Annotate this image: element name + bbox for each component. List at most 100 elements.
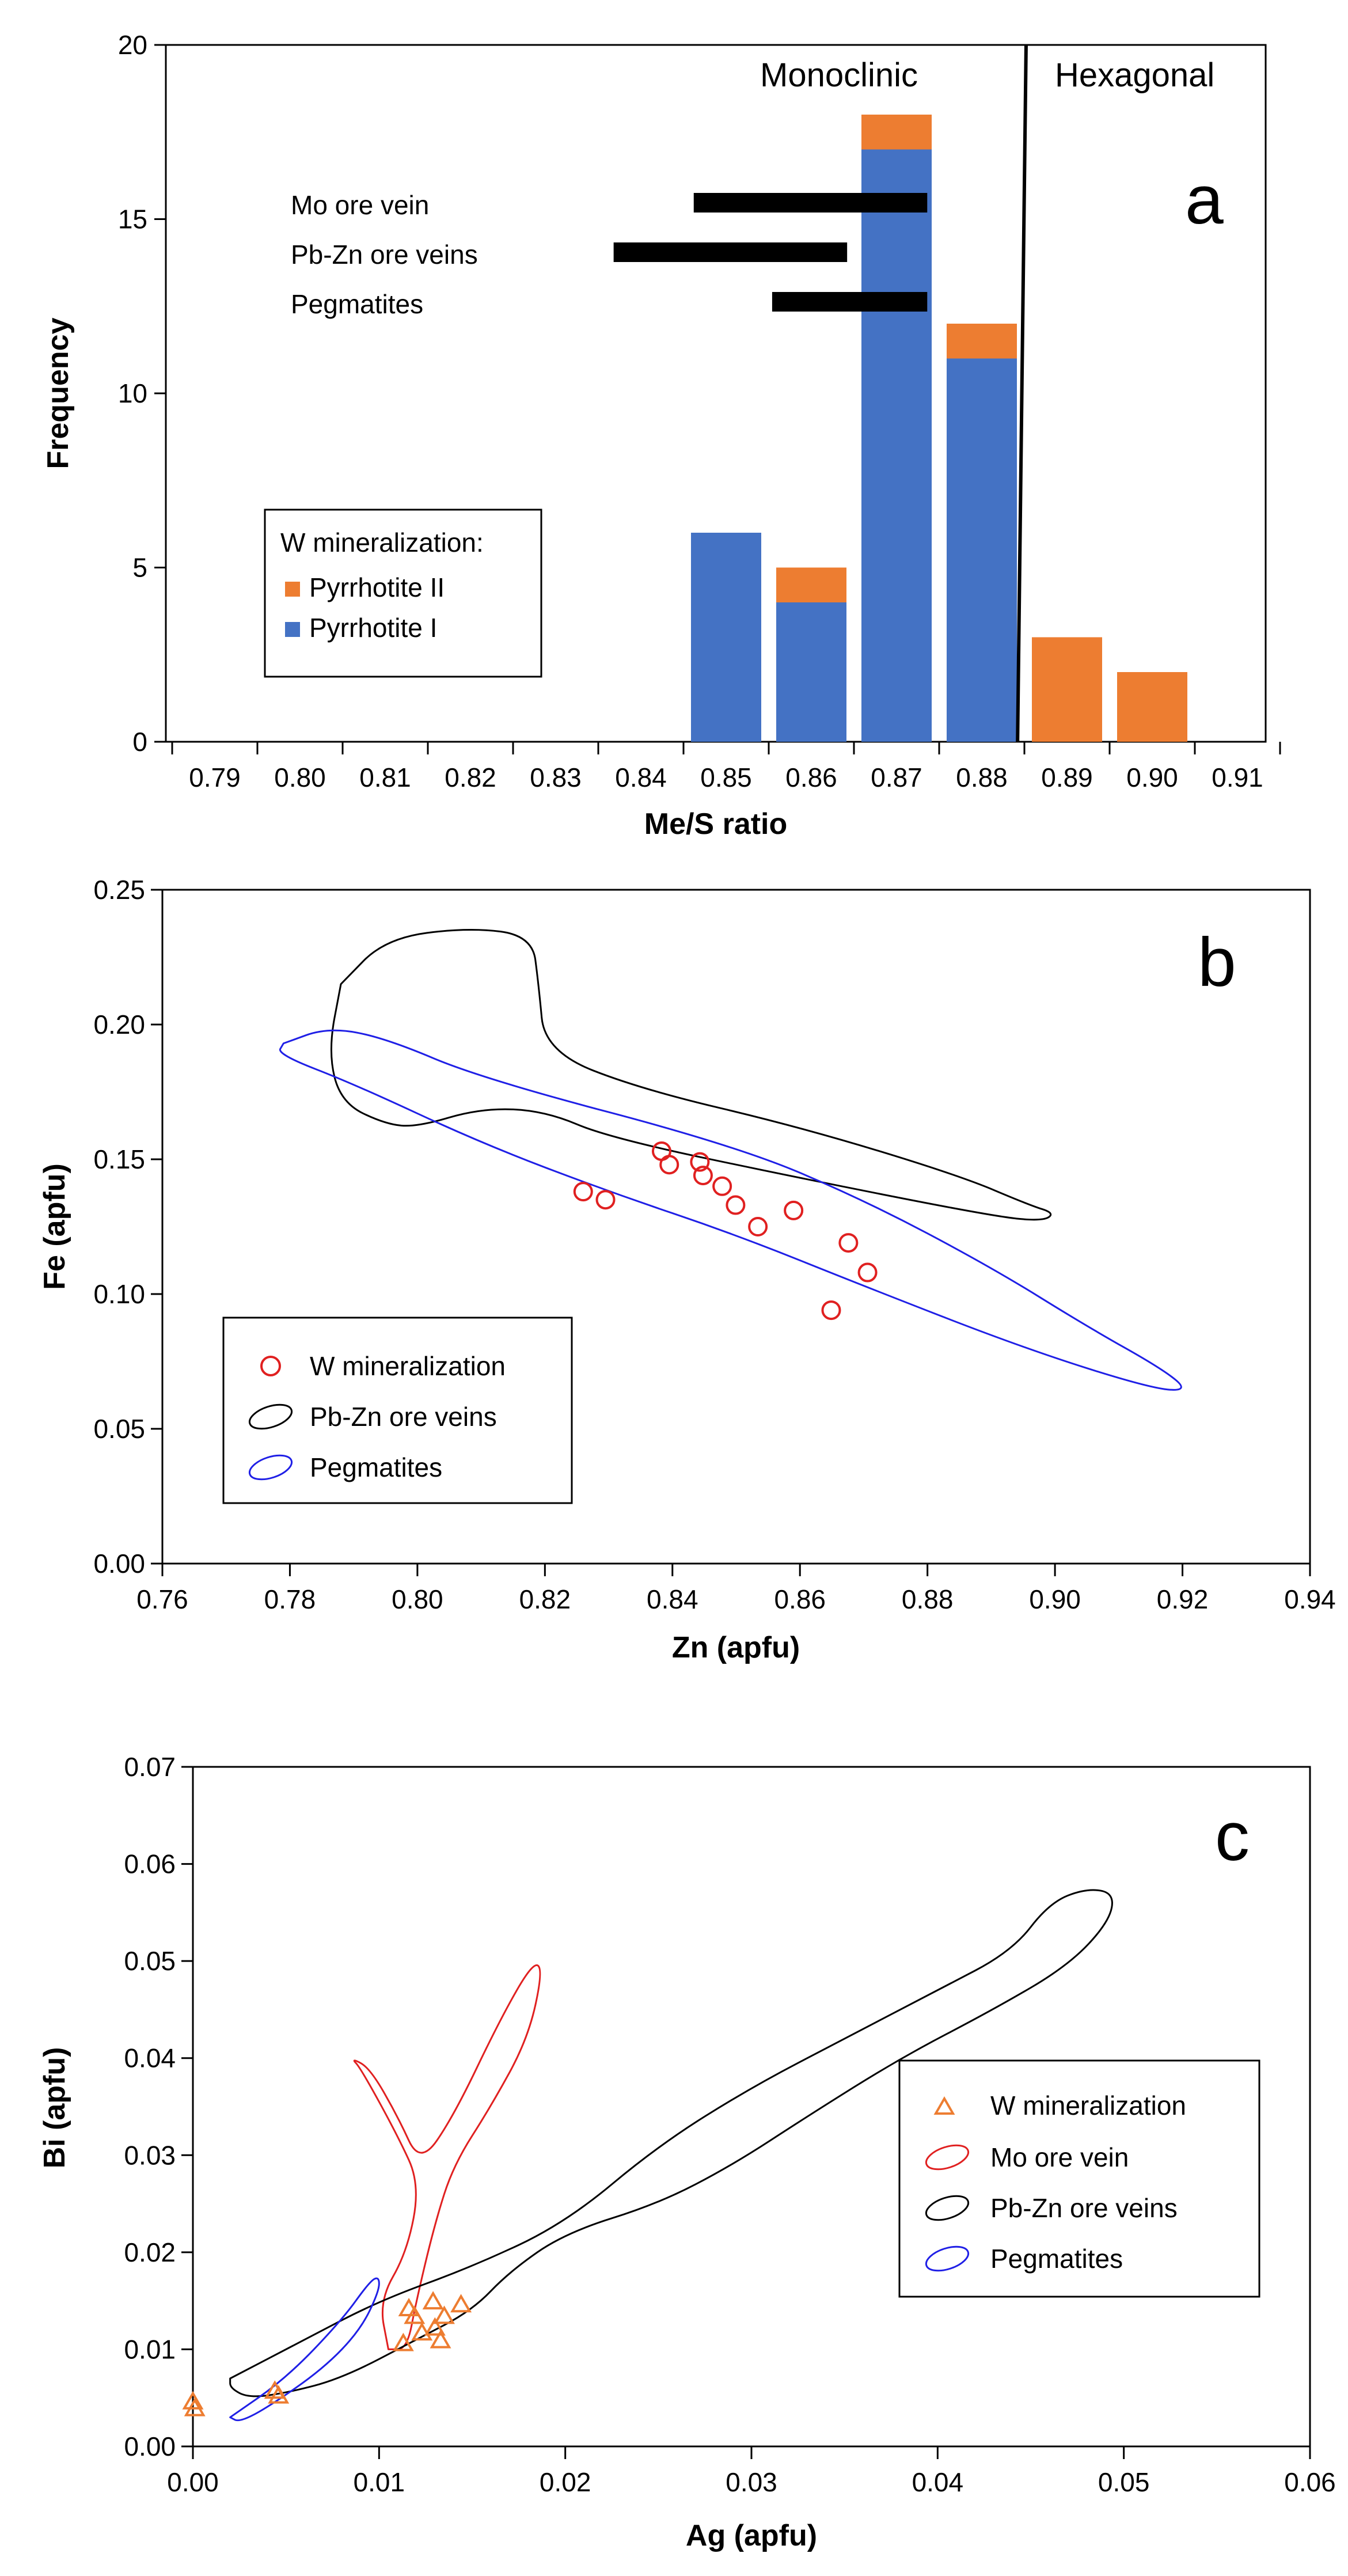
w-mineralization-point — [404, 2305, 426, 2324]
range-bar-mo-ore-vein — [693, 193, 928, 213]
panel-a-legend-box — [264, 509, 542, 678]
panel-b-scatter: 0.76 0.78 0.80 0.82 0.84 0.86 0.88 0.90 0.92 0.94… — [38, 875, 1336, 1664]
panel-a-y-axis-title: Frequency — [41, 317, 75, 469]
c-y-tick-label: 0.06 — [124, 1849, 176, 1879]
panel-a-x-tick-label: 0.83 — [530, 762, 582, 792]
b-envelope-pegmatites — [279, 1029, 1182, 1391]
b-y-tick-label: 0.20 — [93, 1010, 145, 1039]
panel-a-y-tick-label: 15 — [118, 204, 147, 234]
w-mineralization-point — [424, 2317, 446, 2336]
w-mineralization-point — [268, 2385, 290, 2404]
panel-c-points — [182, 2291, 472, 2416]
w-mineralization-point — [411, 2322, 433, 2341]
bar-pyrrhotite-i-0.88 — [947, 358, 1017, 742]
legend-b-label-w: W mineralization — [310, 1351, 506, 1381]
b-y-tick-label: 0.00 — [93, 1549, 145, 1579]
range-label-pegmatites: Pegmatites — [291, 289, 423, 319]
b-x-tick-label: 0.92 — [1157, 1584, 1209, 1614]
bar-pyrrhotite-ii-0.88 — [947, 324, 1017, 359]
panel-b-y-axis-title: Fe (apfu) — [38, 1163, 71, 1290]
w-mineralization-point — [857, 1262, 878, 1283]
legend-marker-pbzn-c — [925, 2195, 970, 2221]
panel-a-letter: a — [1185, 161, 1224, 238]
panel-c-legend: W mineralization Mo ore vein Pb-Zn ore v… — [898, 2059, 1260, 2298]
w-mineralization-point — [690, 1152, 710, 1172]
panel-a-legend: W mineralization: Pyrrhotite II Pyrrhoti… — [264, 509, 542, 678]
panel-b-x-ticks: 0.76 0.78 0.80 0.82 0.84 0.86 0.88 0.90 0.92 0.94 — [136, 1564, 1336, 1614]
panel-a-x-axis-title: Me/S ratio — [644, 807, 788, 841]
w-mineralization-point — [434, 2305, 455, 2324]
w-mineralization-point — [838, 1233, 859, 1253]
panel-b-points — [573, 1141, 878, 1321]
bar-pyrrhotite-i-0.87 — [861, 149, 932, 742]
w-mineralization-point — [422, 2291, 444, 2310]
bar-pyrrhotite-ii-0.86 — [776, 567, 846, 602]
c-y-tick-label: 0.03 — [124, 2140, 176, 2170]
legend-a-title: W mineralization: — [280, 528, 484, 557]
panel-a-x-tick-label: 0.89 — [1041, 762, 1093, 792]
b-x-tick-label: 0.76 — [136, 1584, 188, 1614]
panel-b-x-axis-title: Zn (apfu) — [672, 1631, 800, 1664]
c-x-tick-label: 0.01 — [354, 2467, 405, 2497]
c-x-tick-label: 0.05 — [1098, 2467, 1150, 2497]
b-x-tick-label: 0.78 — [264, 1584, 316, 1614]
w-mineralization-point — [430, 2330, 451, 2349]
legend-marker-pbzn — [248, 1403, 293, 1430]
hexagonal-label: Hexagonal — [1055, 56, 1214, 94]
w-mineralization-point — [595, 1190, 616, 1210]
range-label-pbzn: Pb-Zn ore veins — [291, 240, 478, 270]
bar-pyrrhotite-i-0.86 — [776, 602, 846, 742]
w-mineralization-point — [693, 1166, 713, 1186]
panel-c-scatter: 0.00 0.01 0.02 0.03 0.04 0.05 0.06 0.000.010.0… — [38, 1752, 1336, 2552]
legend-marker-pegmatites — [248, 1454, 293, 1481]
w-mineralization-point — [712, 1176, 732, 1196]
w-mineralization-point — [182, 2391, 204, 2410]
bar-pyrrhotite-ii-0.89 — [1032, 637, 1102, 742]
c-y-tick-label: 0.01 — [124, 2334, 176, 2364]
panel-a-y-tick-label: 10 — [118, 378, 147, 408]
panel-a-range-bars — [613, 193, 928, 312]
panel-a-x-tick-label: 0.86 — [785, 762, 837, 792]
panel-c-letter: c — [1215, 1798, 1250, 1875]
c-x-tick-label: 0.06 — [1284, 2467, 1336, 2497]
panel-a-x-tick-label: 0.84 — [615, 762, 667, 792]
legend-marker-mo — [925, 2144, 970, 2171]
c-x-tick-label: 0.04 — [912, 2467, 964, 2497]
legend-marker-w-triangle — [933, 2096, 955, 2115]
panel-a-x-tick-label: 0.87 — [871, 762, 922, 792]
c-x-tick-label: 0.00 — [167, 2467, 219, 2497]
c-y-tick-label: 0.07 — [124, 1752, 176, 1782]
b-x-tick-label: 0.90 — [1029, 1584, 1081, 1614]
panel-a-y-tick-label: 0 — [132, 727, 147, 757]
w-mineralization-point — [450, 2294, 472, 2313]
bar-pyrrhotite-i-0.85 — [691, 533, 761, 742]
b-y-tick-label: 0.25 — [93, 875, 145, 905]
w-mineralization-point — [573, 1182, 593, 1202]
b-envelope-pb-zn-ore-veins — [330, 929, 1052, 1221]
w-mineralization-point — [398, 2297, 420, 2316]
w-mineralization-point — [821, 1300, 841, 1321]
legend-label-pyrrhotite-i: Pyrrhotite I — [309, 613, 437, 643]
bar-pyrrhotite-ii-0.87 — [861, 115, 932, 150]
w-mineralization-point — [392, 2332, 414, 2351]
b-y-tick-label: 0.10 — [93, 1279, 145, 1309]
monoclinic-label: Monoclinic — [760, 56, 918, 94]
w-mineralization-point — [726, 1195, 746, 1215]
legend-c-label-pbzn: Pb-Zn ore veins — [990, 2193, 1178, 2223]
w-mineralization-point — [184, 2397, 206, 2416]
w-mineralization-point — [748, 1217, 768, 1236]
panel-a-x-ticks: 0.79 0.80 0.81 0.82 0.83 0.84 0.85 0.86 0.87 0.88… — [171, 742, 1281, 792]
panel-b-legend-box — [222, 1317, 573, 1504]
range-bar-pb-zn-ore-veins — [613, 242, 848, 262]
legend-b-label-pbzn: Pb-Zn ore veins — [310, 1402, 497, 1432]
c-y-tick-label: 0.05 — [124, 1946, 176, 1976]
c-x-tick-label: 0.03 — [726, 2467, 777, 2497]
b-x-tick-label: 0.84 — [647, 1584, 698, 1614]
range-bar-pegmatites — [772, 292, 928, 312]
panel-b-letter: b — [1198, 924, 1236, 1001]
panel-b-y-ticks: 0.00 0.05 0.10 0.15 0.20 0.25 — [93, 875, 162, 1579]
legend-marker-pegmatites-c — [925, 2245, 970, 2272]
panel-a-x-tick-label: 0.81 — [359, 762, 411, 792]
legend-c-label-w: W mineralization — [990, 2091, 1186, 2120]
panel-a-x-tick-label: 0.91 — [1212, 762, 1263, 792]
